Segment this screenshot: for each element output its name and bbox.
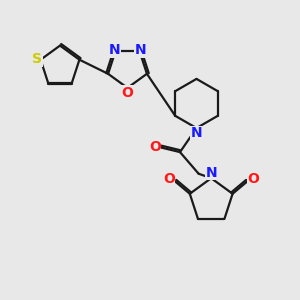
Text: N: N <box>206 166 217 180</box>
Text: S: S <box>32 52 42 66</box>
Text: N: N <box>191 126 202 140</box>
Text: N: N <box>109 44 121 57</box>
Text: N: N <box>134 44 146 57</box>
Text: O: O <box>248 172 260 186</box>
Text: O: O <box>149 140 161 154</box>
Text: O: O <box>122 86 134 100</box>
Text: O: O <box>163 172 175 186</box>
